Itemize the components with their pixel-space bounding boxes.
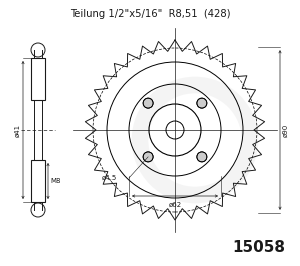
Circle shape xyxy=(31,43,45,57)
Circle shape xyxy=(197,152,207,162)
Polygon shape xyxy=(31,160,45,202)
Text: ø62: ø62 xyxy=(168,202,182,208)
Text: ø41: ø41 xyxy=(15,123,21,136)
Text: M8: M8 xyxy=(50,178,61,184)
Circle shape xyxy=(143,152,153,162)
Text: Teilung 1/2"x5/16"  R8,51  (428): Teilung 1/2"x5/16" R8,51 (428) xyxy=(70,9,230,19)
Circle shape xyxy=(143,98,153,108)
Polygon shape xyxy=(31,58,45,100)
Circle shape xyxy=(31,203,45,217)
Text: ø90: ø90 xyxy=(283,123,289,137)
Circle shape xyxy=(197,98,207,108)
Text: ø4,5: ø4,5 xyxy=(102,175,117,181)
Text: 15058: 15058 xyxy=(232,240,285,256)
